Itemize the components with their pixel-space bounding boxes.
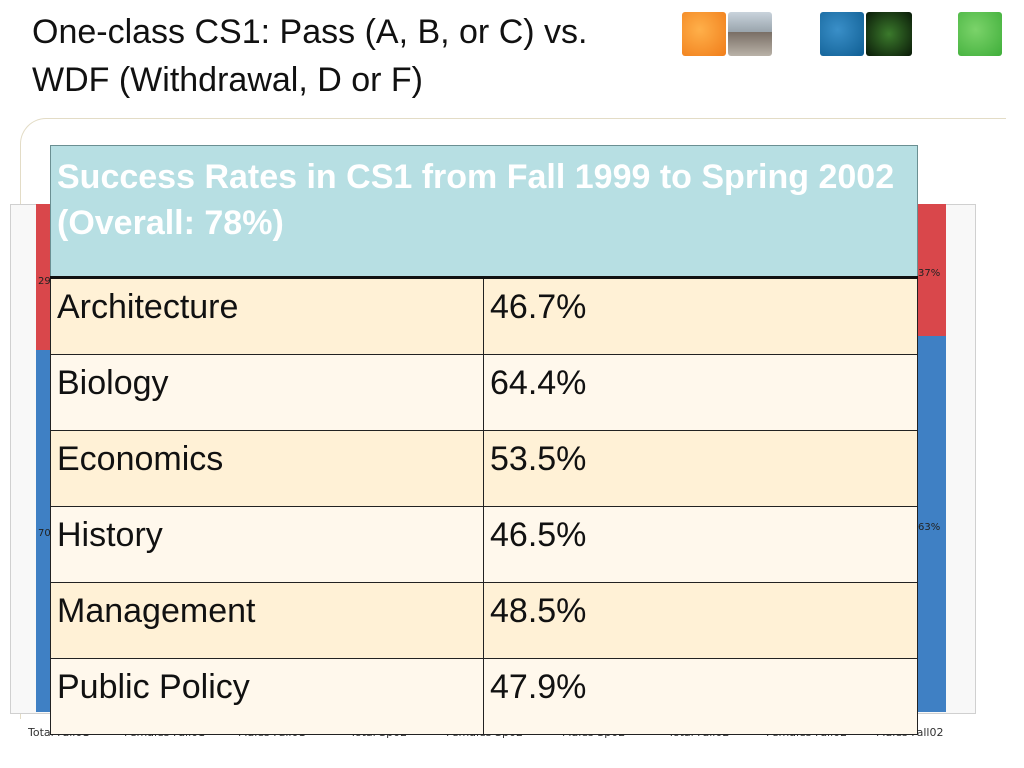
background-bar-label: 37%: [918, 268, 941, 279]
decorative-green-square: [958, 12, 1002, 56]
rate-cell: 53.5%: [483, 430, 918, 507]
background-bar-right-pass: [918, 336, 946, 712]
table-row: History 46.5%: [50, 506, 918, 583]
table-header: Success Rates in CS1 from Fall 1999 to S…: [50, 145, 918, 279]
table-row: Economics 53.5%: [50, 430, 918, 507]
background-bar-left-pass: [36, 350, 52, 712]
rate-cell: 46.7%: [483, 277, 918, 355]
slide-title: One-class CS1: Pass (A, B, or C) vs. WDF…: [32, 8, 692, 104]
table-row: Architecture 46.7%: [50, 277, 918, 355]
background-bar-label: 29: [38, 276, 51, 287]
department-cell: History: [50, 506, 484, 583]
department-cell: Biology: [50, 354, 484, 431]
slide-title-line-1: One-class CS1: Pass (A, B, or C) vs.: [32, 13, 588, 51]
background-bar-right-wdf: [918, 204, 946, 336]
rate-cell: 46.5%: [483, 506, 918, 583]
rate-cell: 48.5%: [483, 582, 918, 659]
table-row: Public Policy 47.9%: [50, 658, 918, 735]
success-rates-table: Success Rates in CS1 from Fall 1999 to S…: [50, 145, 918, 735]
decorative-photo-thumbnail: [728, 12, 772, 56]
decorative-orange-square: [682, 12, 726, 56]
department-cell: Management: [50, 582, 484, 659]
department-cell: Economics: [50, 430, 484, 507]
success-rates-table-container: Success Rates in CS1 from Fall 1999 to S…: [50, 145, 918, 735]
table-header-row: Success Rates in CS1 from Fall 1999 to S…: [50, 145, 918, 279]
rate-cell: 47.9%: [483, 658, 918, 735]
slide-title-line-2: WDF (Withdrawal, D or F): [32, 61, 423, 99]
table-row: Biology 64.4%: [50, 354, 918, 431]
department-cell: Architecture: [50, 277, 484, 355]
rate-cell: 64.4%: [483, 354, 918, 431]
decorative-blue-square: [820, 12, 864, 56]
background-bar-label: 63%: [918, 522, 941, 533]
department-cell: Public Policy: [50, 658, 484, 735]
table-row: Management 48.5%: [50, 582, 918, 659]
background-bar-left-wdf: [36, 204, 52, 350]
background-bar-label: 70: [38, 528, 51, 539]
decorative-network-thumbnail: [866, 12, 912, 56]
